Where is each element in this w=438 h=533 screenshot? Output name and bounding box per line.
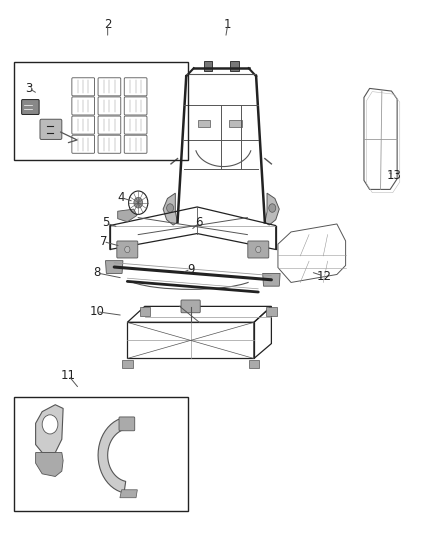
Polygon shape bbox=[263, 273, 280, 286]
Bar bbox=[204, 61, 212, 71]
Bar bbox=[266, 308, 277, 316]
Text: 3: 3 bbox=[25, 82, 33, 95]
Bar bbox=[140, 308, 150, 316]
FancyBboxPatch shape bbox=[117, 241, 138, 258]
Text: 10: 10 bbox=[89, 305, 104, 318]
Circle shape bbox=[134, 197, 143, 208]
Text: 13: 13 bbox=[386, 168, 401, 182]
Polygon shape bbox=[35, 405, 63, 453]
Text: 8: 8 bbox=[93, 266, 100, 279]
Text: 7: 7 bbox=[99, 235, 107, 248]
Text: 6: 6 bbox=[196, 216, 203, 229]
Bar bbox=[230, 61, 239, 71]
Bar bbox=[249, 360, 259, 368]
Circle shape bbox=[166, 204, 173, 212]
FancyBboxPatch shape bbox=[40, 119, 62, 140]
Text: 5: 5 bbox=[102, 216, 109, 229]
Bar bbox=[14, 62, 188, 160]
Text: 2: 2 bbox=[104, 18, 111, 31]
Text: 11: 11 bbox=[61, 369, 76, 382]
Bar bbox=[14, 397, 188, 511]
Polygon shape bbox=[163, 193, 177, 225]
Circle shape bbox=[125, 246, 130, 253]
FancyBboxPatch shape bbox=[119, 417, 135, 431]
FancyBboxPatch shape bbox=[21, 100, 39, 115]
Text: 9: 9 bbox=[187, 263, 194, 276]
Bar bbox=[122, 360, 133, 368]
FancyBboxPatch shape bbox=[248, 241, 269, 258]
Bar bbox=[198, 120, 210, 127]
Polygon shape bbox=[120, 490, 138, 498]
Circle shape bbox=[42, 415, 58, 434]
FancyBboxPatch shape bbox=[181, 300, 200, 313]
Text: 1: 1 bbox=[224, 18, 231, 31]
Polygon shape bbox=[35, 453, 63, 477]
Polygon shape bbox=[106, 261, 123, 273]
Bar bbox=[230, 120, 242, 127]
Text: 12: 12 bbox=[316, 270, 331, 282]
Polygon shape bbox=[265, 193, 279, 225]
Text: 4: 4 bbox=[117, 191, 124, 204]
Polygon shape bbox=[118, 209, 137, 222]
Polygon shape bbox=[98, 417, 126, 493]
Circle shape bbox=[269, 204, 276, 212]
Circle shape bbox=[256, 246, 261, 253]
